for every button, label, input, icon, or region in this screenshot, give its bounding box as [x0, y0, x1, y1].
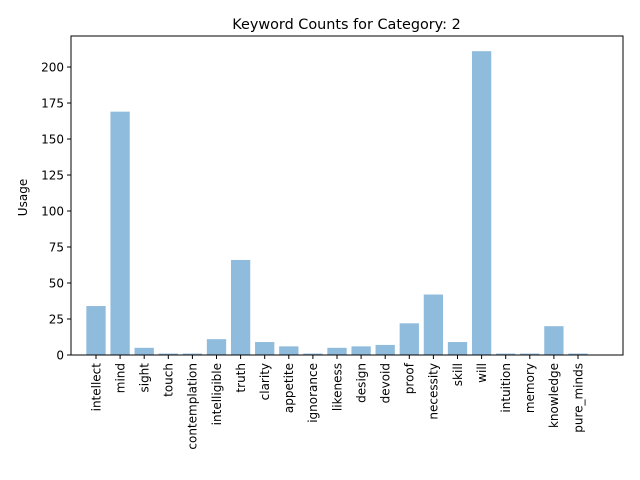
- bar-truth: [230, 259, 251, 355]
- x-tick-label-proof: proof: [403, 362, 417, 394]
- y-tick-label: 75: [49, 240, 64, 254]
- bar-contemplation: [182, 353, 203, 355]
- x-tick-label-contemplation: contemplation: [186, 363, 200, 450]
- x-tick-label-truth: truth: [234, 363, 248, 393]
- bar-design: [351, 346, 371, 355]
- x-tick-label-intelligible: intelligible: [210, 363, 224, 425]
- x-tick-label-pure_minds: pure_minds: [571, 363, 585, 433]
- y-tick-label: 100: [41, 204, 64, 218]
- bars-group: [86, 51, 588, 355]
- x-tick-label-intellect: intellect: [89, 363, 103, 412]
- bar-proof: [399, 323, 419, 355]
- x-tick-label-mind: mind: [113, 363, 127, 393]
- x-tick-label-will: will: [475, 363, 489, 383]
- bar-intellect: [86, 306, 106, 355]
- x-tick-label-necessity: necessity: [427, 363, 441, 420]
- x-tick-label-sight: sight: [138, 363, 152, 393]
- x-tick-label-ignorance: ignorance: [306, 363, 320, 423]
- bar-memory: [520, 353, 540, 355]
- bar-clarity: [255, 342, 275, 355]
- y-tick-label: 50: [49, 276, 64, 290]
- bar-will: [471, 51, 492, 355]
- x-tick-label-clarity: clarity: [258, 363, 272, 400]
- x-tick-label-memory: memory: [523, 363, 537, 413]
- y-tick-label: 0: [56, 348, 64, 362]
- x-tick-label-likeness: likeness: [330, 363, 344, 411]
- y-tick-label: 175: [41, 96, 64, 110]
- x-tick-label-appetite: appetite: [282, 363, 296, 413]
- y-tick-label: 150: [41, 132, 64, 146]
- bar-knowledge: [544, 326, 564, 355]
- bar-pure_minds: [568, 353, 588, 355]
- x-tick-label-design: design: [354, 363, 368, 403]
- x-tick-label-knowledge: knowledge: [547, 363, 561, 428]
- x-tick-label-skill: skill: [451, 363, 465, 386]
- bar-touch: [158, 353, 178, 355]
- bar-likeness: [327, 347, 347, 355]
- chart-title: Keyword Counts for Category: 2: [232, 17, 460, 33]
- y-tick-label: 200: [41, 60, 64, 74]
- y-tick-label: 25: [49, 312, 64, 326]
- y-axis: 0 25 50 75 100 125 150 175 200: [41, 60, 71, 362]
- bar-necessity: [423, 294, 444, 355]
- bar-devoid: [375, 344, 395, 355]
- bar-ignorance: [303, 353, 323, 355]
- x-tick-label-intuition: intuition: [499, 363, 513, 413]
- x-axis: intellect mind sight touch contemplation inte…: [89, 355, 585, 450]
- y-tick-label: 125: [41, 168, 64, 182]
- plot-frame: [70, 35, 624, 356]
- bar-intelligible: [206, 339, 227, 355]
- x-tick-label-touch: touch: [162, 363, 176, 397]
- bar-intuition: [496, 353, 516, 355]
- bar-skill: [447, 342, 468, 355]
- x-tick-label-devoid: devoid: [379, 363, 393, 403]
- bar-appetite: [279, 346, 299, 355]
- y-axis-title: Usage: [16, 179, 30, 216]
- bar-mind: [110, 111, 130, 355]
- bar-sight: [134, 347, 154, 355]
